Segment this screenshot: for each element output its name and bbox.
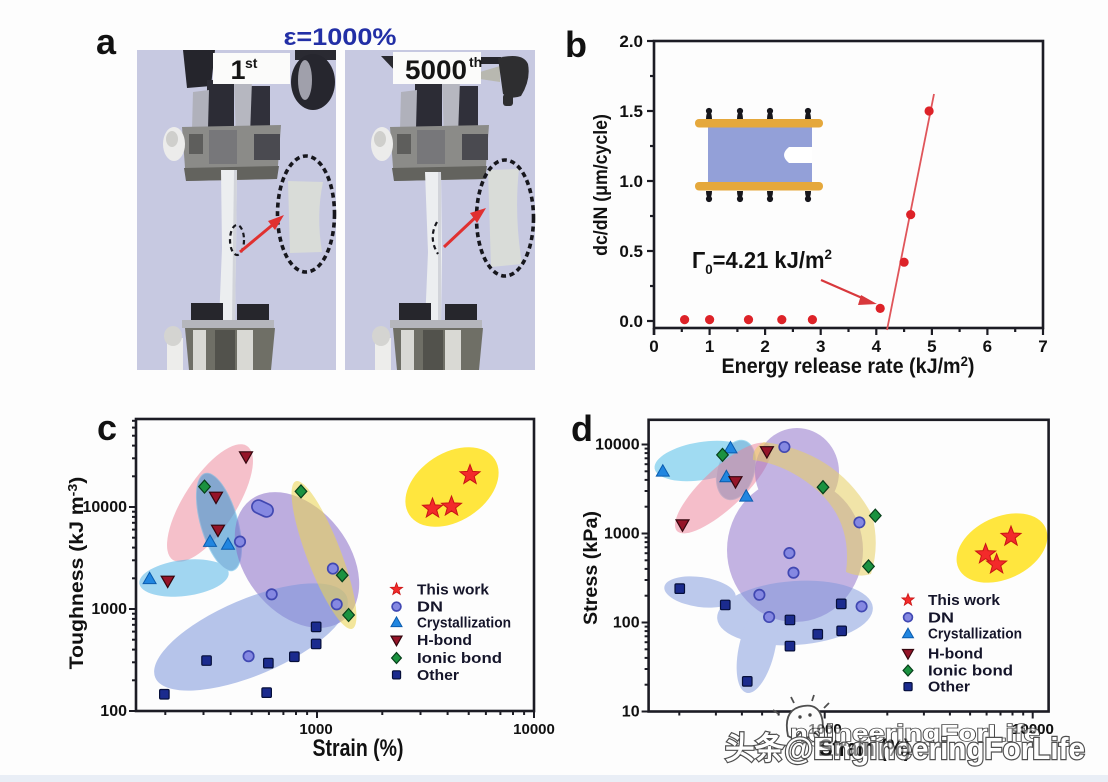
svg-text:Other: Other — [928, 680, 970, 696]
svg-text:d: d — [571, 408, 593, 449]
svg-text:c: c — [97, 407, 117, 448]
svg-text:5000: 5000 — [405, 55, 467, 85]
svg-text:Energy release rate (kJ/m2): Energy release rate (kJ/m2) — [722, 353, 975, 378]
svg-text:100: 100 — [100, 703, 127, 720]
svg-text:This work: This work — [417, 582, 490, 598]
svg-text:10000: 10000 — [1012, 721, 1054, 738]
svg-text:2.0: 2.0 — [619, 32, 643, 51]
svg-text:1000: 1000 — [91, 601, 127, 618]
svg-text:Ionic bond: Ionic bond — [928, 664, 1013, 680]
svg-text:5: 5 — [927, 337, 936, 356]
svg-text:Crystallization: Crystallization — [928, 627, 1022, 643]
svg-text:10: 10 — [622, 704, 640, 721]
svg-text:Toughness (kJ m-3): Toughness (kJ m-3) — [66, 477, 88, 670]
svg-text:th: th — [469, 54, 482, 70]
svg-text:1.0: 1.0 — [619, 172, 643, 191]
svg-text:7: 7 — [1038, 337, 1047, 356]
svg-text:1: 1 — [230, 55, 245, 85]
svg-text:10000: 10000 — [1012, 721, 1054, 738]
svg-text:Γ0=4.21 kJ/m2: Γ0=4.21 kJ/m2 — [692, 246, 832, 277]
svg-text:1.5: 1.5 — [619, 102, 643, 121]
svg-text:Crystallization: Crystallization — [417, 616, 511, 632]
svg-text:0: 0 — [649, 337, 658, 356]
svg-text:ε=1000%: ε=1000% — [284, 24, 397, 51]
svg-text:DN: DN — [928, 610, 954, 626]
svg-text:dc/dN (μm/cycle): dc/dN (μm/cycle) — [589, 114, 611, 256]
svg-text:2: 2 — [760, 337, 769, 356]
svg-text:1000: 1000 — [808, 721, 841, 738]
svg-text:Strain (%): Strain (%) — [820, 735, 911, 762]
svg-text:Stress (kPa): Stress (kPa) — [580, 511, 602, 625]
svg-text:3: 3 — [816, 337, 825, 356]
svg-text:b: b — [565, 24, 587, 65]
svg-text:1000: 1000 — [604, 526, 640, 543]
svg-text:0.5: 0.5 — [619, 242, 643, 261]
svg-text:st: st — [245, 55, 258, 71]
svg-text:This work: This work — [928, 593, 1001, 609]
svg-text:H-bond: H-bond — [928, 647, 983, 663]
svg-text:1: 1 — [705, 337, 714, 356]
svg-text:头条@EngineeringForLife: 头条@EngineeringForLife — [725, 731, 1085, 766]
svg-text:Other: Other — [417, 668, 459, 684]
svg-text:10000: 10000 — [595, 437, 640, 454]
svg-text:H-bond: H-bond — [417, 633, 472, 649]
svg-text:1000: 1000 — [299, 721, 332, 738]
svg-text:10000: 10000 — [513, 721, 555, 738]
svg-text:6: 6 — [983, 337, 992, 356]
svg-text:Strain (%): Strain (%) — [820, 735, 911, 762]
svg-text:a: a — [96, 21, 117, 62]
svg-text:Strain (%): Strain (%) — [313, 735, 404, 762]
svg-text:100: 100 — [613, 615, 640, 632]
svg-text:10000: 10000 — [83, 499, 128, 516]
svg-text:0.0: 0.0 — [619, 312, 643, 331]
svg-text:DN: DN — [417, 600, 443, 616]
svg-text:Ionic bond: Ionic bond — [417, 651, 502, 667]
svg-text:4: 4 — [872, 337, 882, 356]
svg-text:ngineeringForLife: ngineeringForLife — [790, 720, 1040, 746]
